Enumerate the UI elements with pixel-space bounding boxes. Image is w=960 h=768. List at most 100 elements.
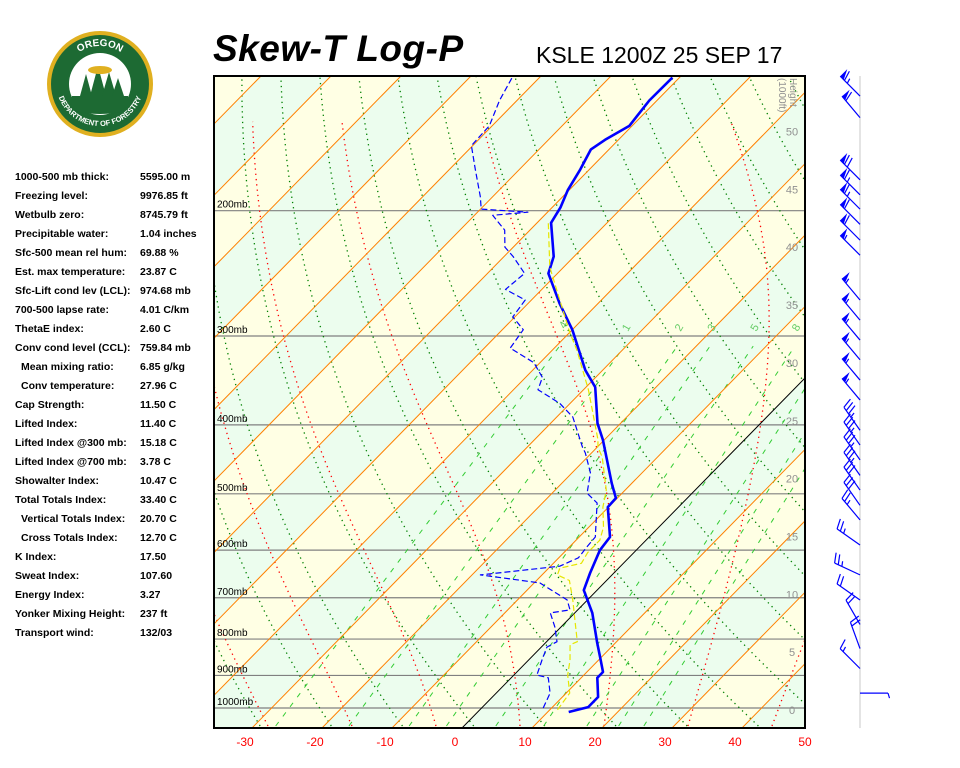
wind-barb-flag (842, 331, 850, 343)
stat-label: Sfc-500 mean rel hum: (15, 247, 128, 259)
height-tick-label: 50 (786, 127, 798, 139)
isotherm-line (214, 76, 472, 339)
stat-row: 1000-500 mb thick: 5595.00 m (15, 168, 215, 187)
wind-barb-staff (839, 234, 861, 256)
wind-barb-staff (839, 219, 861, 241)
stat-value: 3.27 (140, 589, 161, 601)
dry-adiabat-line (788, 77, 805, 111)
stat-value: 15.18 C (140, 437, 177, 449)
stat-row: Mean mixing ratio: 6.85 g/kg (15, 358, 215, 377)
stat-label: Sfc-Lift cond lev (LCL): (15, 285, 131, 297)
stat-value: 974.68 mb (140, 285, 191, 297)
moist-adiabat-line (214, 382, 353, 727)
stat-label: Total Totals Index: (15, 494, 107, 506)
moist-adiabat-line (72, 122, 184, 726)
wind-barb-flag (840, 228, 848, 239)
stat-value: 23.87 C (140, 266, 177, 278)
mixing-ratio-label: 8 (790, 322, 803, 333)
dry-adiabat-line (72, 78, 189, 726)
stat-row: Cap Strength: 11.50 C (15, 396, 215, 415)
wind-barb-full (843, 458, 851, 468)
stat-row: Sfc-Lift cond lev (LCL): 974.68 mb (15, 282, 215, 301)
dry-adiabat-line (358, 77, 688, 727)
isotherm-line (251, 162, 805, 728)
wind-barb-half (850, 457, 855, 463)
wind-barb-half (842, 646, 847, 652)
wind-barb-flag (840, 152, 848, 164)
wind-barb-full (843, 184, 850, 194)
wind-barb-flag (840, 167, 848, 179)
stat-row: Freezing level: 9976.85 ft (15, 187, 215, 206)
dry-adiabat-line (475, 77, 805, 641)
temperature-tick-label: 40 (728, 735, 742, 749)
stat-row: Showalter Index: 10.47 C (15, 472, 215, 491)
wind-barb-flag (840, 213, 848, 224)
isotherm-line (531, 448, 805, 728)
wind-barb-half (887, 692, 891, 699)
wind-barb-full (845, 447, 854, 457)
temperature-tick-label: -30 (236, 735, 254, 749)
wind-barb-full (848, 405, 856, 415)
wind-barb-flag (840, 182, 848, 193)
stat-value: 10.47 C (140, 475, 177, 487)
height-tick-label: 30 (786, 358, 798, 370)
wind-barb-full (839, 576, 845, 587)
wind-barb (839, 152, 861, 181)
stat-label: 700-500 lapse rate: (15, 304, 109, 316)
height-tick-label: 20 (786, 474, 798, 486)
stat-value: 107.60 (140, 570, 173, 582)
wind-barb-full (843, 70, 850, 81)
mixing-ratio-label: 2 (673, 322, 686, 333)
wind-barb-full (843, 428, 851, 438)
wind-barb-half (850, 412, 855, 418)
stat-label: Est. max temperature: (15, 266, 126, 278)
background-bands (214, 76, 805, 728)
wind-barb (841, 272, 861, 301)
temperature-tick-label: 30 (658, 735, 672, 749)
isotherm-line (812, 76, 960, 728)
stat-row: Lifted Index @700 mb: 3.78 C (15, 453, 215, 472)
stat-row: ThetaE index: 2.60 C (15, 320, 215, 339)
stat-row: Conv cond level (CCL): 759.84 mb (15, 339, 215, 358)
stat-row: Sweat Index: 107.60 (15, 567, 215, 586)
stat-value: 4.01 C/km (140, 304, 190, 316)
wind-barb-full (843, 398, 851, 408)
mixing-ratio-line (543, 345, 796, 727)
wind-barb-half (845, 278, 850, 284)
wind-barb (834, 552, 861, 576)
stat-row: Wetbulb zero: 8745.79 ft (15, 206, 215, 225)
stat-value: 237 ft (140, 608, 168, 620)
wind-barb-full (839, 521, 845, 532)
stat-value: 17.50 (140, 551, 167, 563)
isotherm-line (214, 76, 612, 482)
temperature-band (214, 92, 805, 728)
wind-barb-full (845, 416, 854, 426)
wind-barb (845, 592, 861, 625)
wind-barb (860, 692, 891, 699)
mixing-ratio-line (495, 345, 754, 727)
temperature-tick-label: 50 (798, 735, 812, 749)
wind-barb-full (845, 91, 853, 102)
temperature-tick-label: 0 (452, 735, 459, 749)
wind-barb-full (848, 465, 856, 475)
moist-adiabat-line (481, 121, 616, 727)
chart-title: Skew-T Log-P (213, 28, 464, 69)
isobar-label: 1000mb (217, 697, 254, 708)
dry-adiabat-line (867, 78, 960, 726)
isotherm-line (601, 520, 805, 728)
height-tick-label: 25 (786, 416, 798, 428)
wind-barb (841, 352, 861, 381)
stat-row: Sfc-500 mean rel hum: 69.88 % (15, 244, 215, 263)
isotherm-line (214, 76, 402, 268)
stat-label: Conv cond level (CCL): (15, 342, 131, 354)
stat-row: Transport wind: 132/03 (15, 624, 215, 643)
dry-adiabat-line (906, 78, 960, 726)
mixing-ratio-label: 5 (748, 322, 761, 333)
wind-barb-full (841, 489, 849, 499)
wind-barb-full (843, 199, 850, 210)
height-tick-label: 45 (786, 184, 798, 196)
wind-barb-full (848, 480, 856, 490)
dry-adiabat-line (214, 277, 404, 727)
moist-adiabat-line (341, 121, 521, 727)
